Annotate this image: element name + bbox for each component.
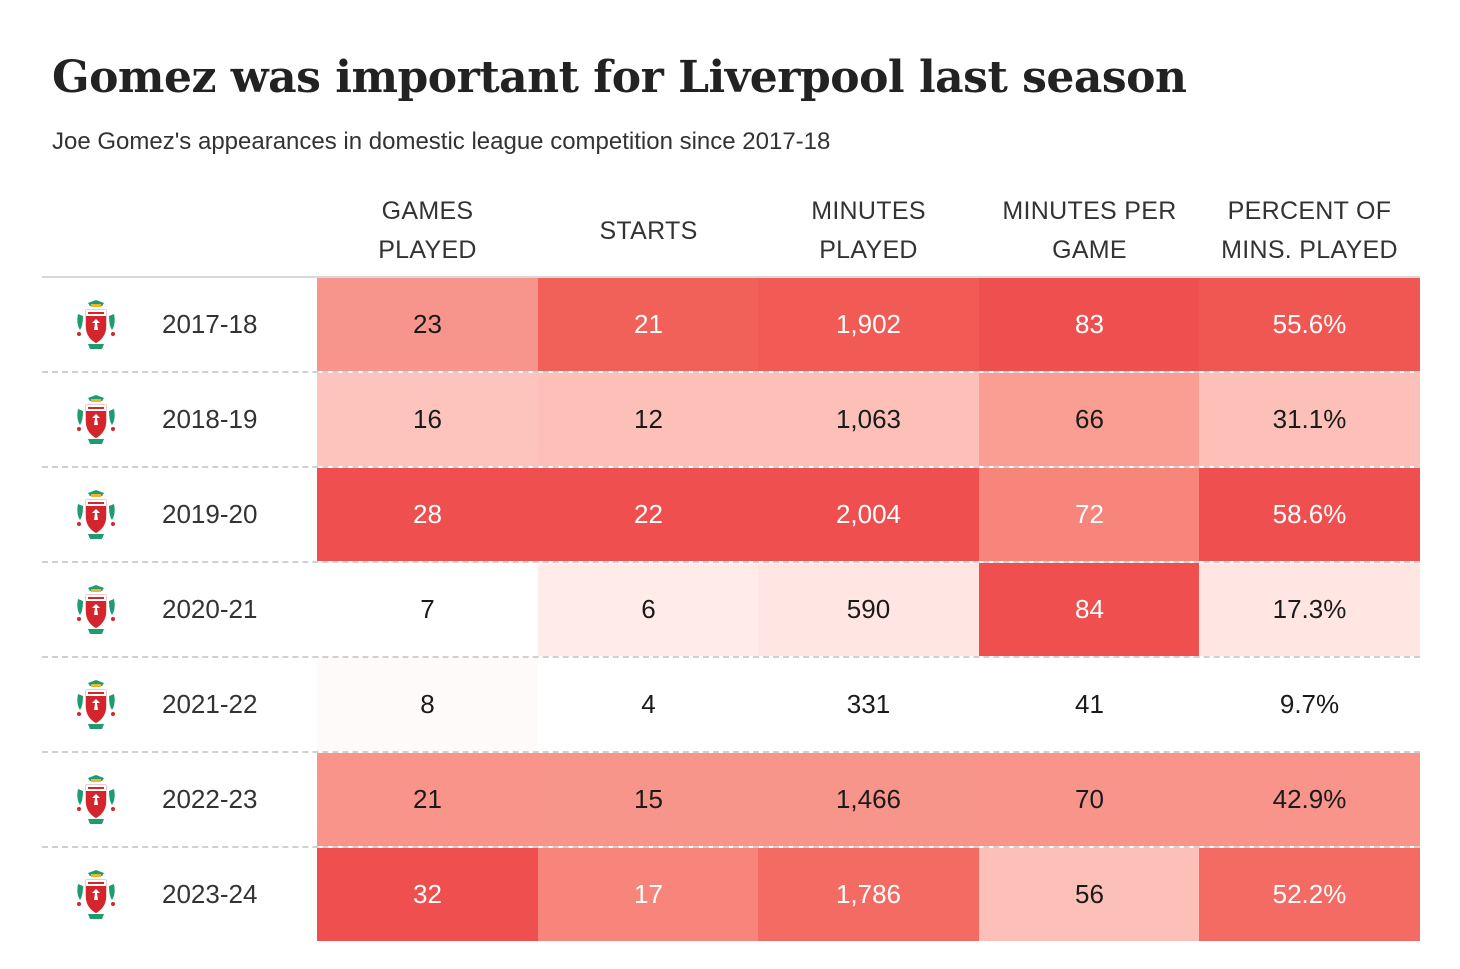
heatmap-cell: 21 [538,278,759,371]
column-header: PERCENT OF MINS. PLAYED [1221,197,1398,264]
heatmap-table: GAMES PLAYED STARTS MINUTES PLAYED MINUTES … [42,186,1420,941]
chart-subtitle: Joe Gomez's appearances in domestic leag… [52,128,831,155]
heatmap-cell: 8 [317,658,538,751]
heatmap-cell: 56 [979,848,1200,941]
season-label: 2018-19 [162,404,258,434]
heatmap-cell: 58.6% [1199,468,1420,561]
heatmap-cell: 12 [538,373,759,466]
heatmap-cell: 9.7% [1199,658,1420,751]
heatmap-cell: 32 [317,848,538,941]
heatmap-cell: 15 [538,753,759,846]
heatmap-cell: 28 [317,468,538,561]
column-header: STARTS [599,216,698,245]
heatmap-cell: 72 [979,468,1200,561]
liverpool-crest-icon [76,775,116,825]
heatmap-cell: 1,466 [758,753,979,846]
heatmap-cell: 55.6% [1199,278,1420,371]
table-row: 2019-20 28 22 2,004 72 58.6% [42,468,1420,563]
table-body: 2017-18 23 21 1,902 83 55.6% 2018-19 16 12 1,063 6… [42,278,1420,941]
season-label: 2023-24 [162,879,258,909]
heatmap-cell: 22 [538,468,759,561]
heatmap-cell: 331 [758,658,979,751]
table-row: 2017-18 23 21 1,902 83 55.6% [42,278,1420,373]
heatmap-cell: 21 [317,753,538,846]
heatmap-cell: 66 [979,373,1200,466]
heatmap-cell: 70 [979,753,1200,846]
heatmap-cell: 31.1% [1199,373,1420,466]
heatmap-cell: 7 [317,563,538,656]
heatmap-cell: 16 [317,373,538,466]
season-label: 2019-20 [162,499,258,529]
heatmap-cell: 17.3% [1199,563,1420,656]
chart-title: Gomez was important for Liverpool last s… [52,52,1187,103]
heatmap-cell: 2,004 [758,468,979,561]
heatmap-cell: 17 [538,848,759,941]
table-row: 2021-22 8 4 331 41 9.7% [42,658,1420,753]
heatmap-cell: 23 [317,278,538,371]
season-label: 2017-18 [162,309,258,339]
table-row: 2022-23 21 15 1,466 70 42.9% [42,753,1420,848]
heatmap-cell: 1,902 [758,278,979,371]
season-label: 2020-21 [162,594,258,624]
column-header: MINUTES PER GAME [1002,197,1177,264]
table-row: 2020-21 7 6 590 84 17.3% [42,563,1420,658]
liverpool-crest-icon [76,870,116,920]
heatmap-cell: 6 [538,563,759,656]
heatmap-cell: 83 [979,278,1200,371]
liverpool-crest-icon [76,490,116,540]
table-header: GAMES PLAYED STARTS MINUTES PLAYED MINUTES … [42,186,1420,278]
heatmap-cell: 4 [538,658,759,751]
heatmap-cell: 84 [979,563,1200,656]
heatmap-cell: 52.2% [1199,848,1420,941]
column-header: GAMES PLAYED [378,197,477,264]
table-row: 2023-24 32 17 1,786 56 52.2% [42,848,1420,941]
heatmap-cell: 41 [979,658,1200,751]
season-label: 2022-23 [162,784,258,814]
liverpool-crest-icon [76,585,116,635]
heatmap-cell: 590 [758,563,979,656]
heatmap-cell: 1,063 [758,373,979,466]
table-row: 2018-19 16 12 1,063 66 31.1% [42,373,1420,468]
liverpool-crest-icon [76,300,116,350]
season-label: 2021-22 [162,689,258,719]
heatmap-cell: 1,786 [758,848,979,941]
liverpool-crest-icon [76,395,116,445]
heatmap-cell: 42.9% [1199,753,1420,846]
liverpool-crest-icon [76,680,116,730]
column-header: MINUTES PLAYED [811,197,926,264]
